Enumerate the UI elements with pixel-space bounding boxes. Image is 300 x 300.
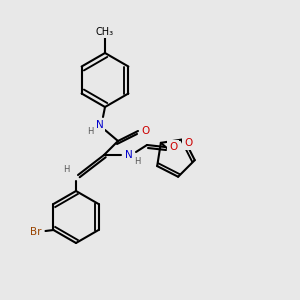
Text: H: H (87, 127, 93, 136)
Text: CH₃: CH₃ (96, 27, 114, 37)
Text: Br: Br (30, 227, 41, 237)
Text: H: H (134, 158, 140, 166)
Text: N: N (96, 120, 104, 130)
Text: O: O (142, 126, 150, 136)
Text: O: O (184, 138, 192, 148)
Text: N: N (125, 150, 133, 160)
Text: O: O (169, 142, 177, 152)
Text: H: H (63, 166, 69, 175)
